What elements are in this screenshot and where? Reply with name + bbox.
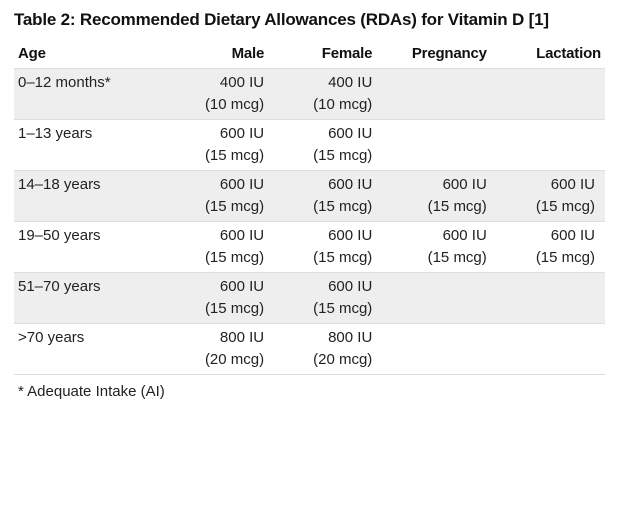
cell-female-mcg: (15 mcg): [274, 198, 382, 222]
cell-female-mcg: (15 mcg): [274, 300, 382, 324]
cell-lactation-iu: 600 IU: [497, 221, 605, 249]
cell-lactation-iu: [497, 68, 605, 96]
cell-male-mcg: (15 mcg): [166, 147, 274, 171]
cell-pregnancy-iu: 600 IU: [382, 221, 496, 249]
table-row: 51–70 years 600 IU 600 IU: [14, 272, 605, 300]
cell-male-iu: 600 IU: [166, 272, 274, 300]
table-row: >70 years 800 IU 800 IU: [14, 323, 605, 351]
cell-male-mcg: (15 mcg): [166, 300, 274, 324]
table-row: (20 mcg) (20 mcg): [14, 351, 605, 375]
cell-lactation-mcg: (15 mcg): [497, 198, 605, 222]
table-title: Table 2: Recommended Dietary Allowances …: [14, 8, 605, 33]
cell-pregnancy-mcg: (15 mcg): [382, 249, 496, 273]
cell-male-mcg: (15 mcg): [166, 198, 274, 222]
cell-male-mcg: (15 mcg): [166, 249, 274, 273]
cell-age-blank: [14, 300, 166, 324]
table-row: 19–50 years 600 IU 600 IU 600 IU 600 IU: [14, 221, 605, 249]
cell-female-iu: 600 IU: [274, 272, 382, 300]
table-row: (15 mcg) (15 mcg) (15 mcg) (15 mcg): [14, 249, 605, 273]
cell-pregnancy-iu: [382, 272, 496, 300]
cell-pregnancy-mcg: [382, 300, 496, 324]
cell-male-iu: 600 IU: [166, 119, 274, 147]
cell-female-mcg: (15 mcg): [274, 249, 382, 273]
cell-pregnancy-mcg: (15 mcg): [382, 198, 496, 222]
cell-age-blank: [14, 351, 166, 375]
cell-male-iu: 600 IU: [166, 170, 274, 198]
cell-lactation-mcg: [497, 96, 605, 120]
cell-male-iu: 400 IU: [166, 68, 274, 96]
col-pregnancy: Pregnancy: [382, 39, 496, 69]
cell-pregnancy-iu: [382, 68, 496, 96]
cell-lactation-iu: [497, 272, 605, 300]
cell-female-iu: 800 IU: [274, 323, 382, 351]
cell-age: 1–13 years: [14, 119, 166, 147]
cell-age: >70 years: [14, 323, 166, 351]
table-row: (15 mcg) (15 mcg) (15 mcg) (15 mcg): [14, 198, 605, 222]
cell-age-blank: [14, 147, 166, 171]
cell-male-iu: 600 IU: [166, 221, 274, 249]
cell-female-iu: 600 IU: [274, 119, 382, 147]
cell-pregnancy-mcg: [382, 351, 496, 375]
cell-female-mcg: (15 mcg): [274, 147, 382, 171]
table-header-row: Age Male Female Pregnancy Lactation: [14, 39, 605, 69]
cell-male-iu: 800 IU: [166, 323, 274, 351]
cell-age-blank: [14, 96, 166, 120]
cell-age: 19–50 years: [14, 221, 166, 249]
cell-pregnancy-iu: [382, 323, 496, 351]
cell-pregnancy-iu: [382, 119, 496, 147]
cell-male-mcg: (20 mcg): [166, 351, 274, 375]
col-male: Male: [166, 39, 274, 69]
cell-age: 51–70 years: [14, 272, 166, 300]
cell-female-mcg: (20 mcg): [274, 351, 382, 375]
cell-lactation-iu: [497, 119, 605, 147]
table-row: 1–13 years 600 IU 600 IU: [14, 119, 605, 147]
cell-female-iu: 400 IU: [274, 68, 382, 96]
cell-age-blank: [14, 198, 166, 222]
cell-female-mcg: (10 mcg): [274, 96, 382, 120]
rda-table: Age Male Female Pregnancy Lactation 0–12…: [14, 39, 605, 375]
cell-pregnancy-mcg: [382, 147, 496, 171]
table-row: 14–18 years 600 IU 600 IU 600 IU 600 IU: [14, 170, 605, 198]
table-row: (10 mcg) (10 mcg): [14, 96, 605, 120]
table-row: (15 mcg) (15 mcg): [14, 300, 605, 324]
col-lactation: Lactation: [497, 39, 605, 69]
cell-lactation-mcg: [497, 351, 605, 375]
cell-lactation-mcg: (15 mcg): [497, 249, 605, 273]
cell-age: 0–12 months*: [14, 68, 166, 96]
cell-female-iu: 600 IU: [274, 221, 382, 249]
cell-male-mcg: (10 mcg): [166, 96, 274, 120]
table-footnote: * Adequate Intake (AI): [14, 375, 605, 404]
cell-lactation-mcg: [497, 300, 605, 324]
cell-lactation-iu: 600 IU: [497, 170, 605, 198]
cell-age-blank: [14, 249, 166, 273]
cell-pregnancy-iu: 600 IU: [382, 170, 496, 198]
col-female: Female: [274, 39, 382, 69]
cell-lactation-iu: [497, 323, 605, 351]
cell-age: 14–18 years: [14, 170, 166, 198]
cell-pregnancy-mcg: [382, 96, 496, 120]
table-row: 0–12 months* 400 IU 400 IU: [14, 68, 605, 96]
table-row: (15 mcg) (15 mcg): [14, 147, 605, 171]
cell-female-iu: 600 IU: [274, 170, 382, 198]
cell-lactation-mcg: [497, 147, 605, 171]
col-age: Age: [14, 39, 166, 69]
